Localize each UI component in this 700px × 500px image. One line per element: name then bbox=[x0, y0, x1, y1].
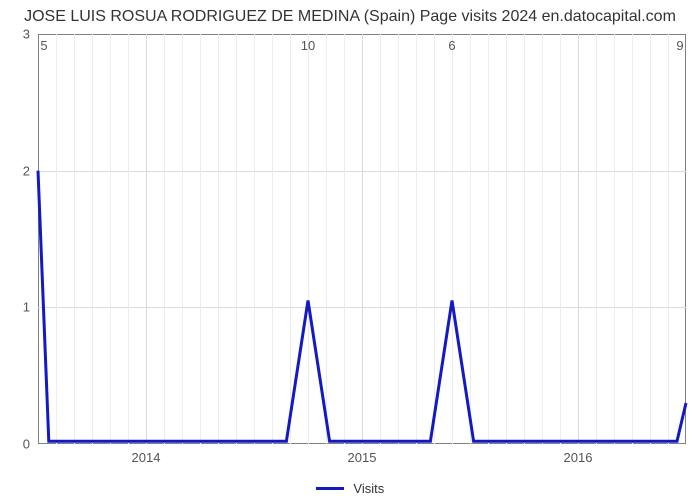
y-tick-label: 0 bbox=[23, 437, 38, 452]
chart-container: JOSE LUIS ROSUA RODRIGUEZ DE MEDINA (Spa… bbox=[0, 0, 700, 500]
y-tick-label: 3 bbox=[23, 27, 38, 42]
x-tick-label: 2014 bbox=[132, 444, 161, 465]
x-tick-label: 2016 bbox=[564, 444, 593, 465]
series-line bbox=[38, 34, 686, 444]
x-tick-label: 2015 bbox=[348, 444, 377, 465]
chart-title: JOSE LUIS ROSUA RODRIGUEZ DE MEDINA (Spa… bbox=[0, 8, 700, 26]
y-tick-label: 1 bbox=[23, 300, 38, 315]
legend: Visits bbox=[0, 480, 700, 496]
plot-area: 012320142015201651069 bbox=[38, 34, 686, 444]
y-tick-label: 2 bbox=[23, 163, 38, 178]
legend-swatch bbox=[316, 487, 344, 490]
legend-label: Visits bbox=[353, 481, 384, 496]
